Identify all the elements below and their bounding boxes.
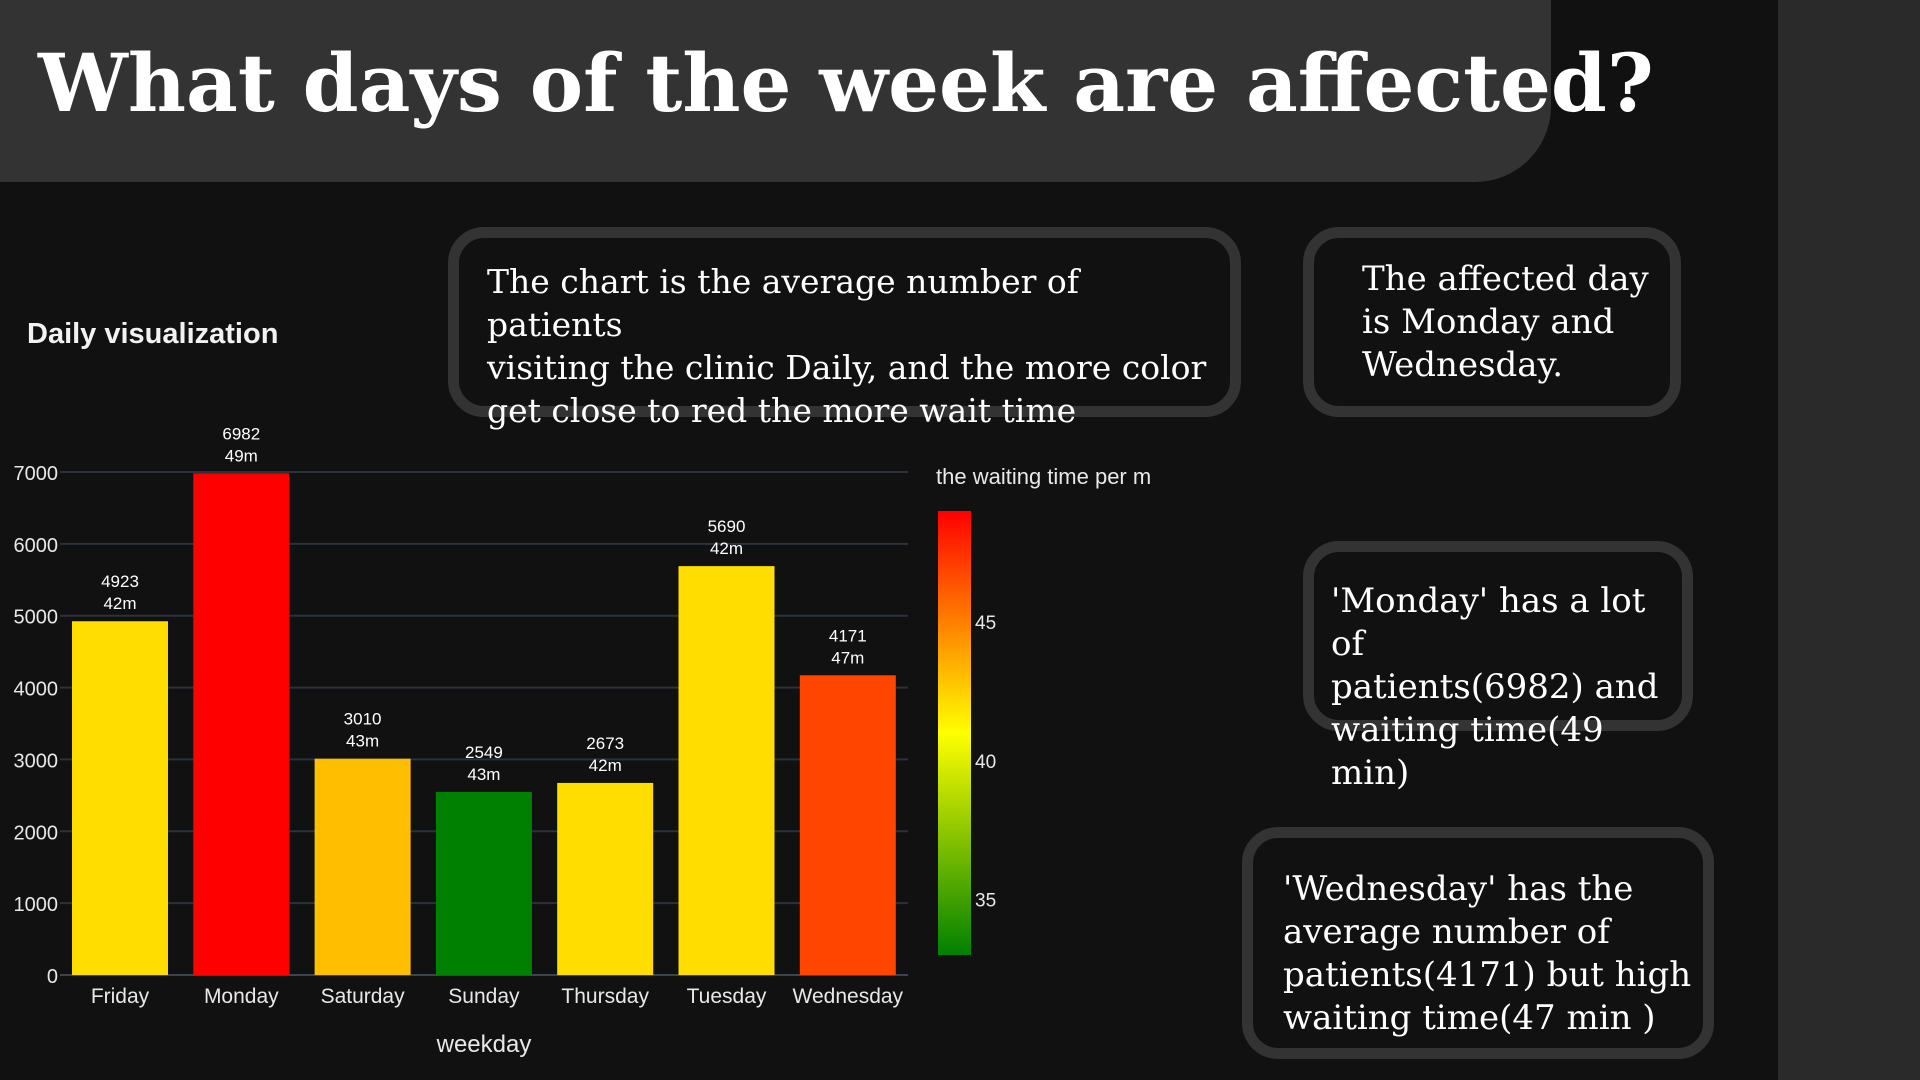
bar-value-label: 6982 — [222, 424, 260, 443]
bar-value-label: 5690 — [708, 517, 746, 536]
bar-wait-label: 49m — [225, 446, 258, 465]
bar-value-label: 4171 — [829, 626, 867, 645]
bar-monday — [193, 473, 290, 975]
y-tick-label: 7000 — [14, 463, 59, 485]
bar-saturday — [314, 758, 411, 975]
slide: What days of the week are affected? The … — [0, 0, 1714, 1059]
bar-tuesday — [678, 566, 775, 975]
y-tick-label: 5000 — [14, 607, 59, 629]
y-tick-label: 6000 — [14, 535, 59, 557]
description-box: The chart is the average number of patie… — [448, 227, 1241, 430]
y-tick-label: 1000 — [14, 894, 59, 916]
bar-sunday — [435, 791, 532, 975]
bar-value-label: 2673 — [586, 734, 624, 753]
x-tick-label: Sunday — [448, 985, 520, 1008]
y-tick-label: 0 — [47, 966, 58, 988]
bar-wait-label: 43m — [467, 765, 500, 784]
colorbar-tick-label: 35 — [975, 891, 996, 912]
bar-wait-label: 42m — [589, 756, 622, 775]
colorbar — [938, 511, 971, 955]
bar-wait-label: 43m — [346, 732, 379, 751]
y-tick-label: 3000 — [14, 750, 59, 772]
right-side-panel — [1778, 0, 1920, 1080]
bar-value-label: 4923 — [101, 572, 139, 591]
bar-wait-label: 47m — [831, 648, 864, 667]
title-bar: What days of the week are affected? — [0, 0, 1654, 182]
x-tick-label: Thursday — [561, 985, 649, 1008]
x-tick-label: Tuesday — [687, 985, 767, 1008]
monday-note-box: 'Monday' has a lot of patients(6982) and… — [1303, 541, 1693, 793]
wednesday-note-box: 'Wednesday' has the average number of pa… — [1242, 827, 1714, 1059]
bar-value-label: 3010 — [344, 710, 382, 729]
chart-heading: Daily visualization — [27, 318, 279, 350]
bar-friday — [72, 621, 168, 975]
affected-days-box: The affected day is Monday and Wednesday… — [1303, 227, 1681, 417]
x-tick-label: Monday — [204, 985, 279, 1008]
y-tick-label: 4000 — [14, 679, 59, 701]
x-axis-title: weekday — [436, 1031, 532, 1058]
bar-wednesday — [799, 675, 896, 975]
y-tick-label: 2000 — [14, 822, 59, 844]
x-tick-label: Friday — [91, 985, 150, 1008]
bar-value-label: 2549 — [465, 743, 503, 762]
bar-wait-label: 42m — [710, 539, 743, 558]
page-title: What days of the week are affected? — [38, 36, 1654, 130]
bar-chart: 0 1000 2000 3000 4000 5000 6000 7000 4923 42m Frid… — [14, 424, 1152, 1058]
colorbar-tick-label: 40 — [975, 752, 996, 773]
x-tick-label: Wednesday — [793, 985, 904, 1008]
x-tick-label: Saturday — [321, 985, 406, 1008]
bar-thursday — [557, 782, 654, 975]
colorbar-tick-label: 45 — [975, 613, 996, 634]
colorbar-title: the waiting time per m — [936, 464, 1151, 489]
bar-wait-label: 42m — [103, 594, 136, 613]
